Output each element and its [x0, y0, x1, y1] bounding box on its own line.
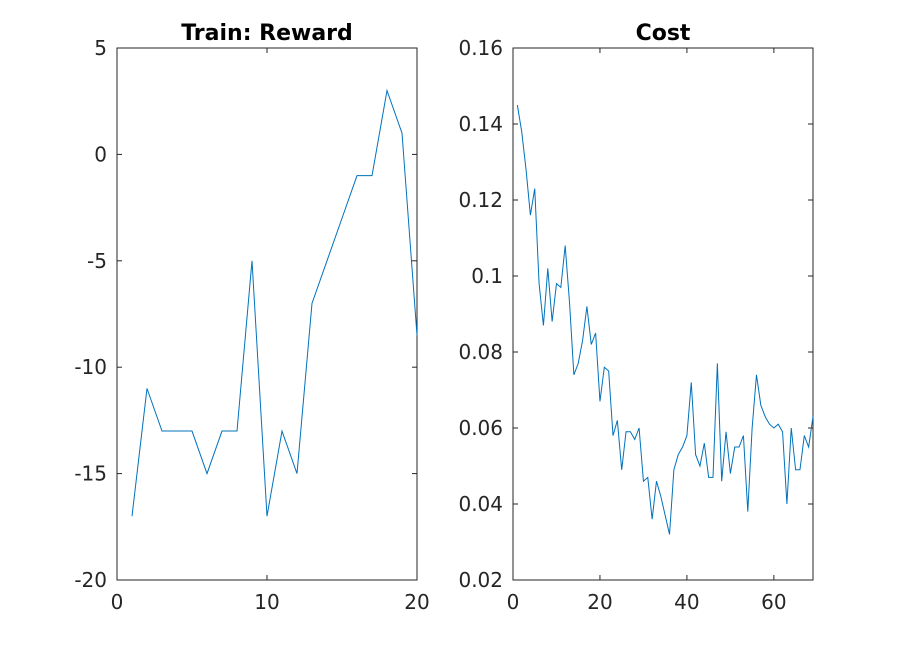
- reward-chart-ticks: [116, 47, 418, 581]
- reward-xtick-label: 20: [404, 590, 429, 614]
- cost-ytick-label: 0.08: [458, 340, 503, 364]
- cost-ytick-label: 0.12: [458, 188, 503, 212]
- cost-series-line: [516, 104, 814, 535]
- cost-ytick-label: 0.1: [471, 264, 503, 288]
- reward-ytick-label: -20: [74, 568, 107, 592]
- cost-xtick-label: 20: [587, 590, 612, 614]
- reward-chart-tick-labels: 0 10 20 -20 -15 -10 -5 0 5: [74, 36, 429, 614]
- cost-ytick-label: 0.04: [458, 492, 503, 516]
- cost-chart-series: [516, 104, 814, 535]
- reward-ytick-label: 5: [94, 36, 107, 60]
- cost-xtick-label: 0: [507, 590, 520, 614]
- cost-ytick-label: 0.14: [458, 112, 503, 136]
- cost-xtick-label: 60: [761, 590, 786, 614]
- reward-xtick-label: 0: [111, 590, 124, 614]
- reward-ytick-label: 0: [94, 142, 107, 166]
- reward-chart-series: [131, 88, 418, 517]
- cost-xtick-label: 40: [674, 590, 699, 614]
- reward-chart: Train: Reward 0 10 20 -20 -15 -10 -5 0 5: [74, 21, 429, 614]
- reward-chart-title: Train: Reward: [181, 21, 353, 46]
- cost-chart-title: Cost: [636, 21, 691, 46]
- cost-ytick-label: 0.16: [458, 36, 503, 60]
- cost-ytick-label: 0.02: [458, 568, 503, 592]
- reward-xtick-label: 10: [254, 590, 279, 614]
- cost-chart-axes: [512, 47, 814, 581]
- reward-ytick-label: -10: [74, 355, 107, 379]
- reward-series-line: [131, 88, 418, 517]
- cost-chart: Cost 0 20 40 600.020.040.060.080.10.120.140…: [458, 21, 814, 614]
- cost-chart-tick-labels: 0 20 40 60 0.02 0.04 0.06 0.08 0.1 0.12 0.14 0.16: [458, 36, 786, 614]
- cost-ytick-label: 0.06: [458, 416, 503, 440]
- cost-chart-ticks: [512, 47, 813, 581]
- reward-ytick-label: -5: [87, 249, 107, 273]
- reward-ytick-label: -15: [74, 462, 107, 486]
